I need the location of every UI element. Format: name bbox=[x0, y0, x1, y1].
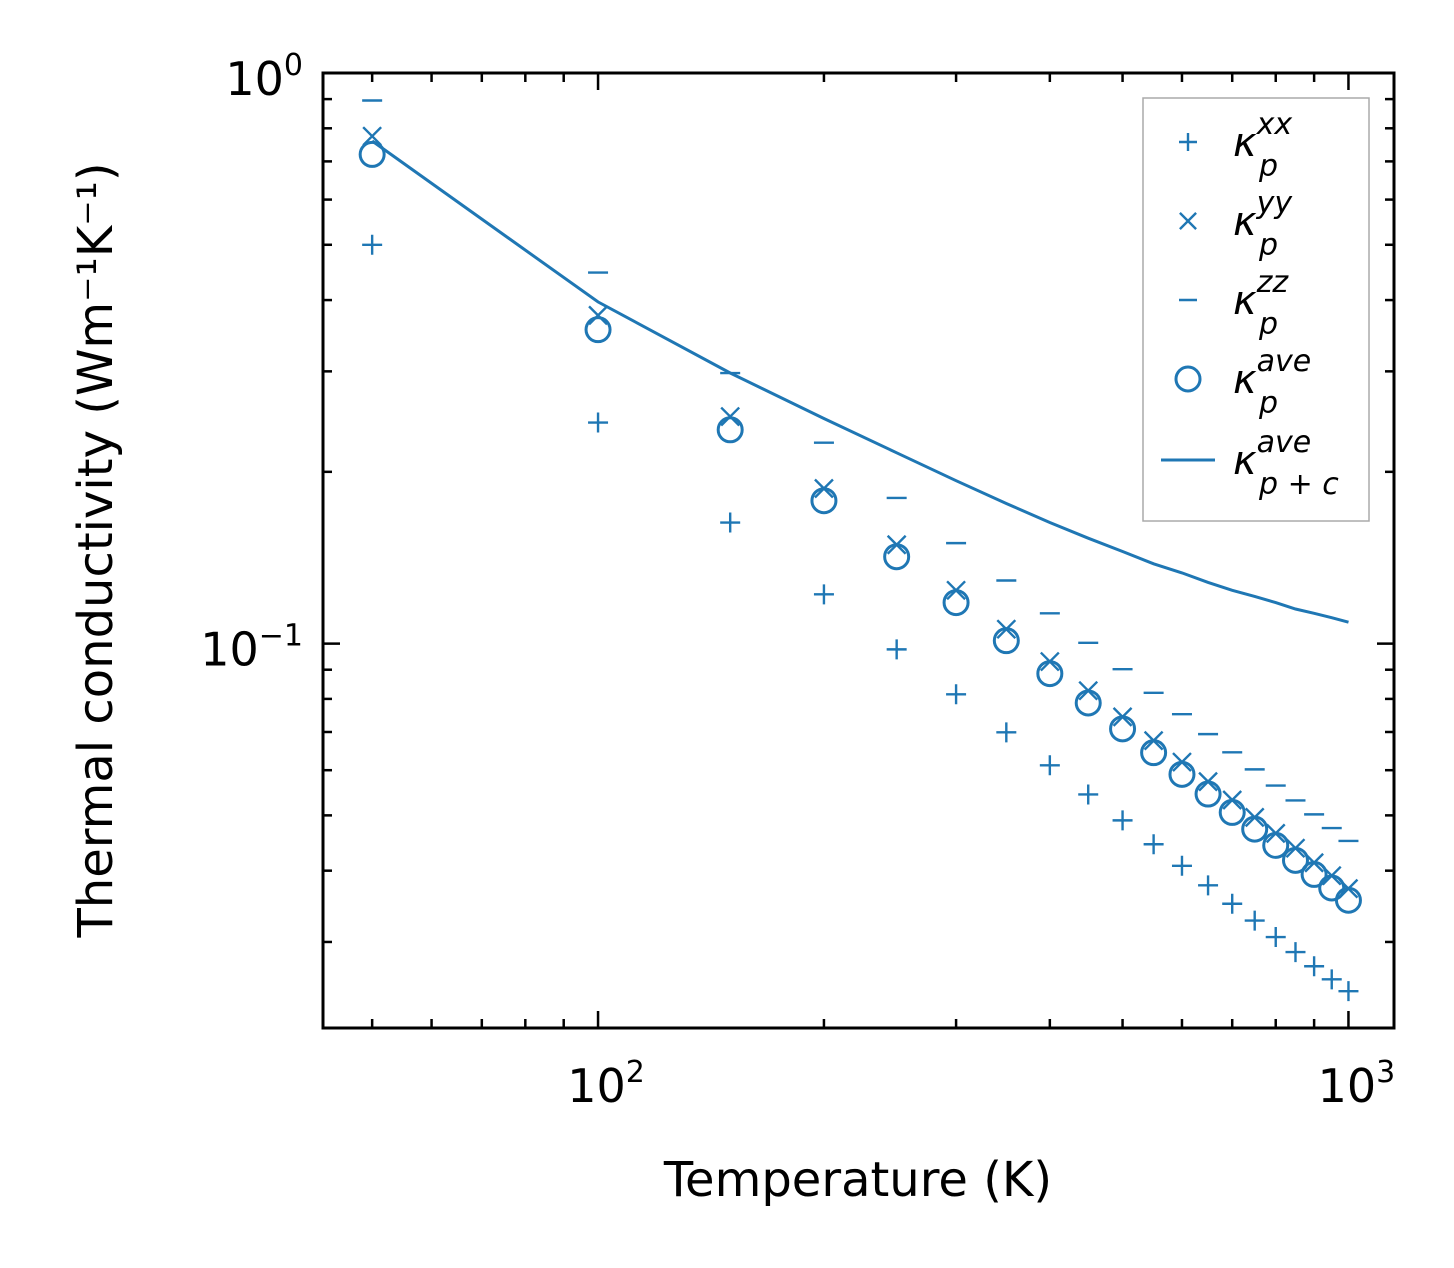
legend-label: κave p + c bbox=[1233, 425, 1339, 502]
data-point-circle-850 bbox=[1281, 846, 1309, 874]
data-point-plus-250 bbox=[886, 639, 907, 660]
data-point-circle-650 bbox=[1194, 780, 1222, 808]
data-point-circle-300 bbox=[942, 589, 970, 617]
data-point-circle-350 bbox=[992, 627, 1020, 655]
data-point-plus-300 bbox=[946, 684, 967, 705]
data-point-circle-450 bbox=[1074, 689, 1102, 717]
data-point-circle-250 bbox=[883, 543, 911, 571]
data-point-circle-1000 bbox=[1334, 886, 1362, 914]
y-tick-label-0.1: 10−1 bbox=[200, 619, 303, 677]
data-point-circle-700 bbox=[1218, 798, 1246, 826]
legend-marker-circle bbox=[1174, 365, 1202, 393]
data-point-circle-200 bbox=[810, 487, 838, 515]
data-point-circle-100 bbox=[584, 316, 612, 344]
data-point-circle-500 bbox=[1109, 715, 1137, 743]
legend-label: κyy p bbox=[1233, 186, 1293, 263]
data-point-circle-150 bbox=[716, 416, 744, 444]
data-point-circle-400 bbox=[1036, 660, 1064, 688]
legend-label: κxx p bbox=[1233, 107, 1292, 184]
x-tick-label-1000: 103 bbox=[1318, 1055, 1396, 1113]
data-point-plus-750 bbox=[1244, 910, 1265, 931]
legend-entry-2: κyy p bbox=[1179, 186, 1293, 263]
plot-area bbox=[358, 99, 1362, 1002]
legend-entry-3: κzz p bbox=[1179, 265, 1289, 342]
data-point-plus-500 bbox=[1112, 810, 1133, 831]
y-tick-label-1: 100 bbox=[225, 48, 303, 106]
y-axis-label: Thermal conductivity (Wm⁻¹K⁻¹) bbox=[68, 162, 124, 938]
tick-labels: 102 103 100 10−1 bbox=[200, 48, 1395, 1113]
data-point-plus-800 bbox=[1265, 927, 1286, 948]
series-xx bbox=[362, 234, 1359, 1002]
data-point-plus-900 bbox=[1304, 956, 1325, 977]
data-point-x-100 bbox=[588, 305, 608, 326]
series-zz bbox=[362, 99, 1359, 843]
data-point-plus-600 bbox=[1171, 855, 1192, 876]
series-line-kappa-p-plus-c-ave bbox=[371, 139, 1349, 624]
data-point-plus-50 bbox=[362, 234, 383, 255]
data-point-plus-150 bbox=[720, 512, 741, 533]
legend-label: κzz p bbox=[1233, 265, 1289, 342]
data-point-plus-200 bbox=[813, 584, 834, 605]
legend-box bbox=[1142, 97, 1370, 522]
data-point-plus-700 bbox=[1222, 893, 1243, 914]
data-point-plus-450 bbox=[1078, 784, 1099, 805]
legend-label: κave p bbox=[1233, 344, 1311, 421]
data-point-circle-800 bbox=[1262, 831, 1290, 859]
data-point-x-50 bbox=[362, 126, 383, 147]
series-ave-total bbox=[371, 139, 1349, 624]
legend-marker-x bbox=[1179, 212, 1197, 230]
data-point-plus-950 bbox=[1321, 969, 1342, 990]
data-point-plus-650 bbox=[1198, 875, 1219, 896]
legend-marker-plus bbox=[1179, 133, 1197, 151]
legend-entry-1: κxx p bbox=[1179, 107, 1292, 184]
data-point-plus-850 bbox=[1285, 942, 1306, 963]
data-point-plus-550 bbox=[1143, 834, 1164, 855]
x-tick-label-100: 102 bbox=[567, 1055, 645, 1113]
data-point-circle-900 bbox=[1300, 860, 1328, 888]
data-point-plus-400 bbox=[1039, 755, 1060, 776]
data-point-plus-1000 bbox=[1338, 981, 1359, 1002]
axes-frame bbox=[321, 71, 1396, 1030]
data-point-circle-550 bbox=[1140, 739, 1168, 767]
data-point-plus-350 bbox=[996, 722, 1017, 743]
x-axis-label: Temperature (K) bbox=[663, 1152, 1052, 1208]
legend-entry-5: κave p + c bbox=[1161, 425, 1339, 502]
data-point-plus-100 bbox=[588, 412, 609, 433]
series-ave bbox=[358, 140, 1362, 914]
data-point-circle-600 bbox=[1168, 760, 1196, 788]
legend-entry-4: κave p bbox=[1174, 344, 1311, 421]
data-point-circle-750 bbox=[1241, 815, 1269, 843]
